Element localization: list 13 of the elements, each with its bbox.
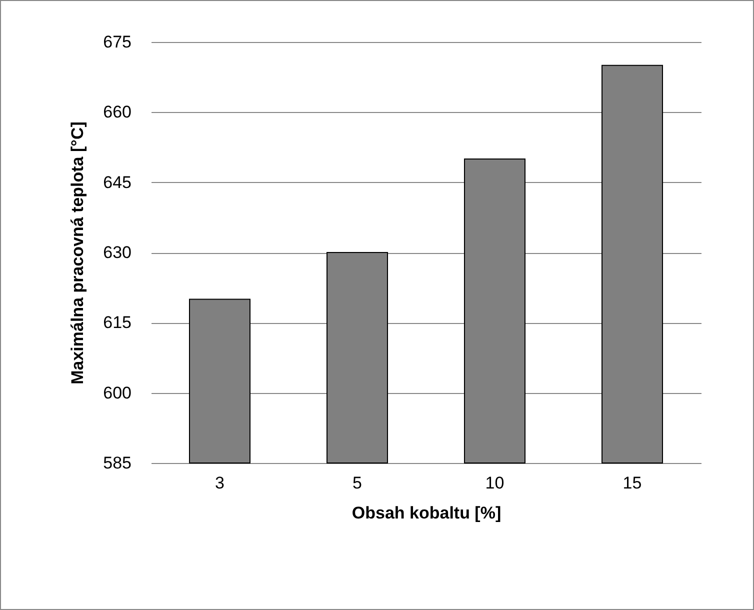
- y-tick-label: 585: [103, 454, 132, 472]
- y-tick-label: 645: [103, 172, 132, 192]
- x-axis-title: Obsah kobaltu [%]: [352, 504, 502, 522]
- y-axis-title: Maximálna pracovná teplota [°C]: [68, 122, 88, 384]
- y-tick-label: 615: [103, 313, 132, 332]
- y-tick-label: 675: [103, 32, 132, 52]
- x-tick-label: 5: [352, 474, 362, 492]
- y-tick-label: 600: [103, 383, 132, 402]
- y-tick-label: 630: [103, 243, 132, 262]
- y-tick-label: 660: [103, 102, 132, 122]
- x-tick-label: 10: [485, 474, 504, 492]
- x-tick-label: 15: [622, 474, 642, 492]
- x-tick-label: 3: [215, 474, 224, 492]
